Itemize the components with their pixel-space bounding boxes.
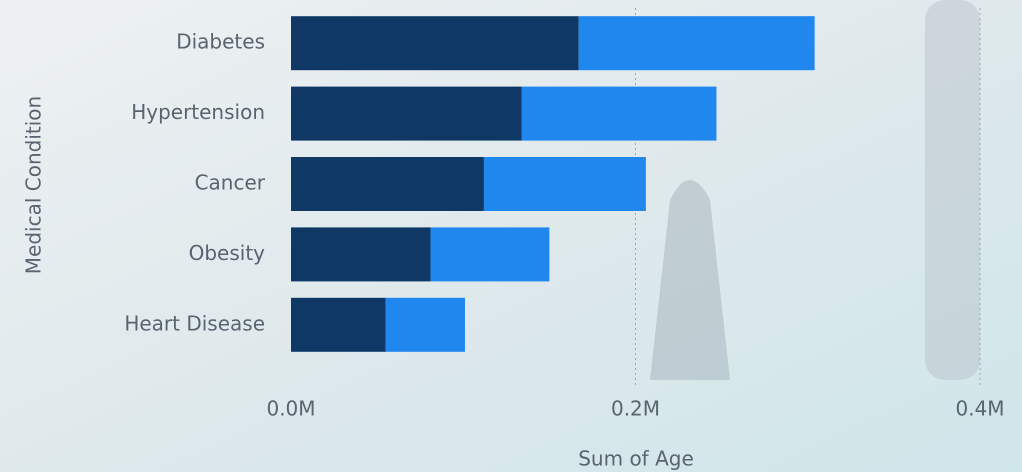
bar-segment — [483, 157, 646, 211]
bar-segment — [291, 16, 579, 71]
y-tick-label: Obesity — [189, 241, 266, 265]
decoration — [925, 0, 980, 380]
x-tick-label: 0.4M — [955, 397, 1004, 421]
bar-segment — [291, 157, 484, 211]
bar-segment — [430, 227, 550, 282]
y-tick-label: Heart Disease — [124, 311, 265, 335]
y-tick-label: Cancer — [195, 171, 266, 195]
bar-segment — [385, 297, 465, 352]
bar-segment — [578, 16, 815, 71]
x-tick-label: 0.0M — [266, 397, 315, 421]
x-tick-label: 0.2M — [611, 397, 660, 421]
y-tick-label: Diabetes — [176, 30, 265, 54]
y-axis-title: Medical Condition — [22, 96, 46, 274]
x-axis-title: Sum of Age — [578, 447, 694, 471]
bar-segment — [521, 86, 717, 141]
bar-segment — [291, 297, 386, 352]
y-tick-label: Hypertension — [131, 100, 265, 124]
bar-segment — [291, 86, 522, 141]
bar-segment — [291, 227, 431, 282]
decoration — [650, 180, 730, 380]
